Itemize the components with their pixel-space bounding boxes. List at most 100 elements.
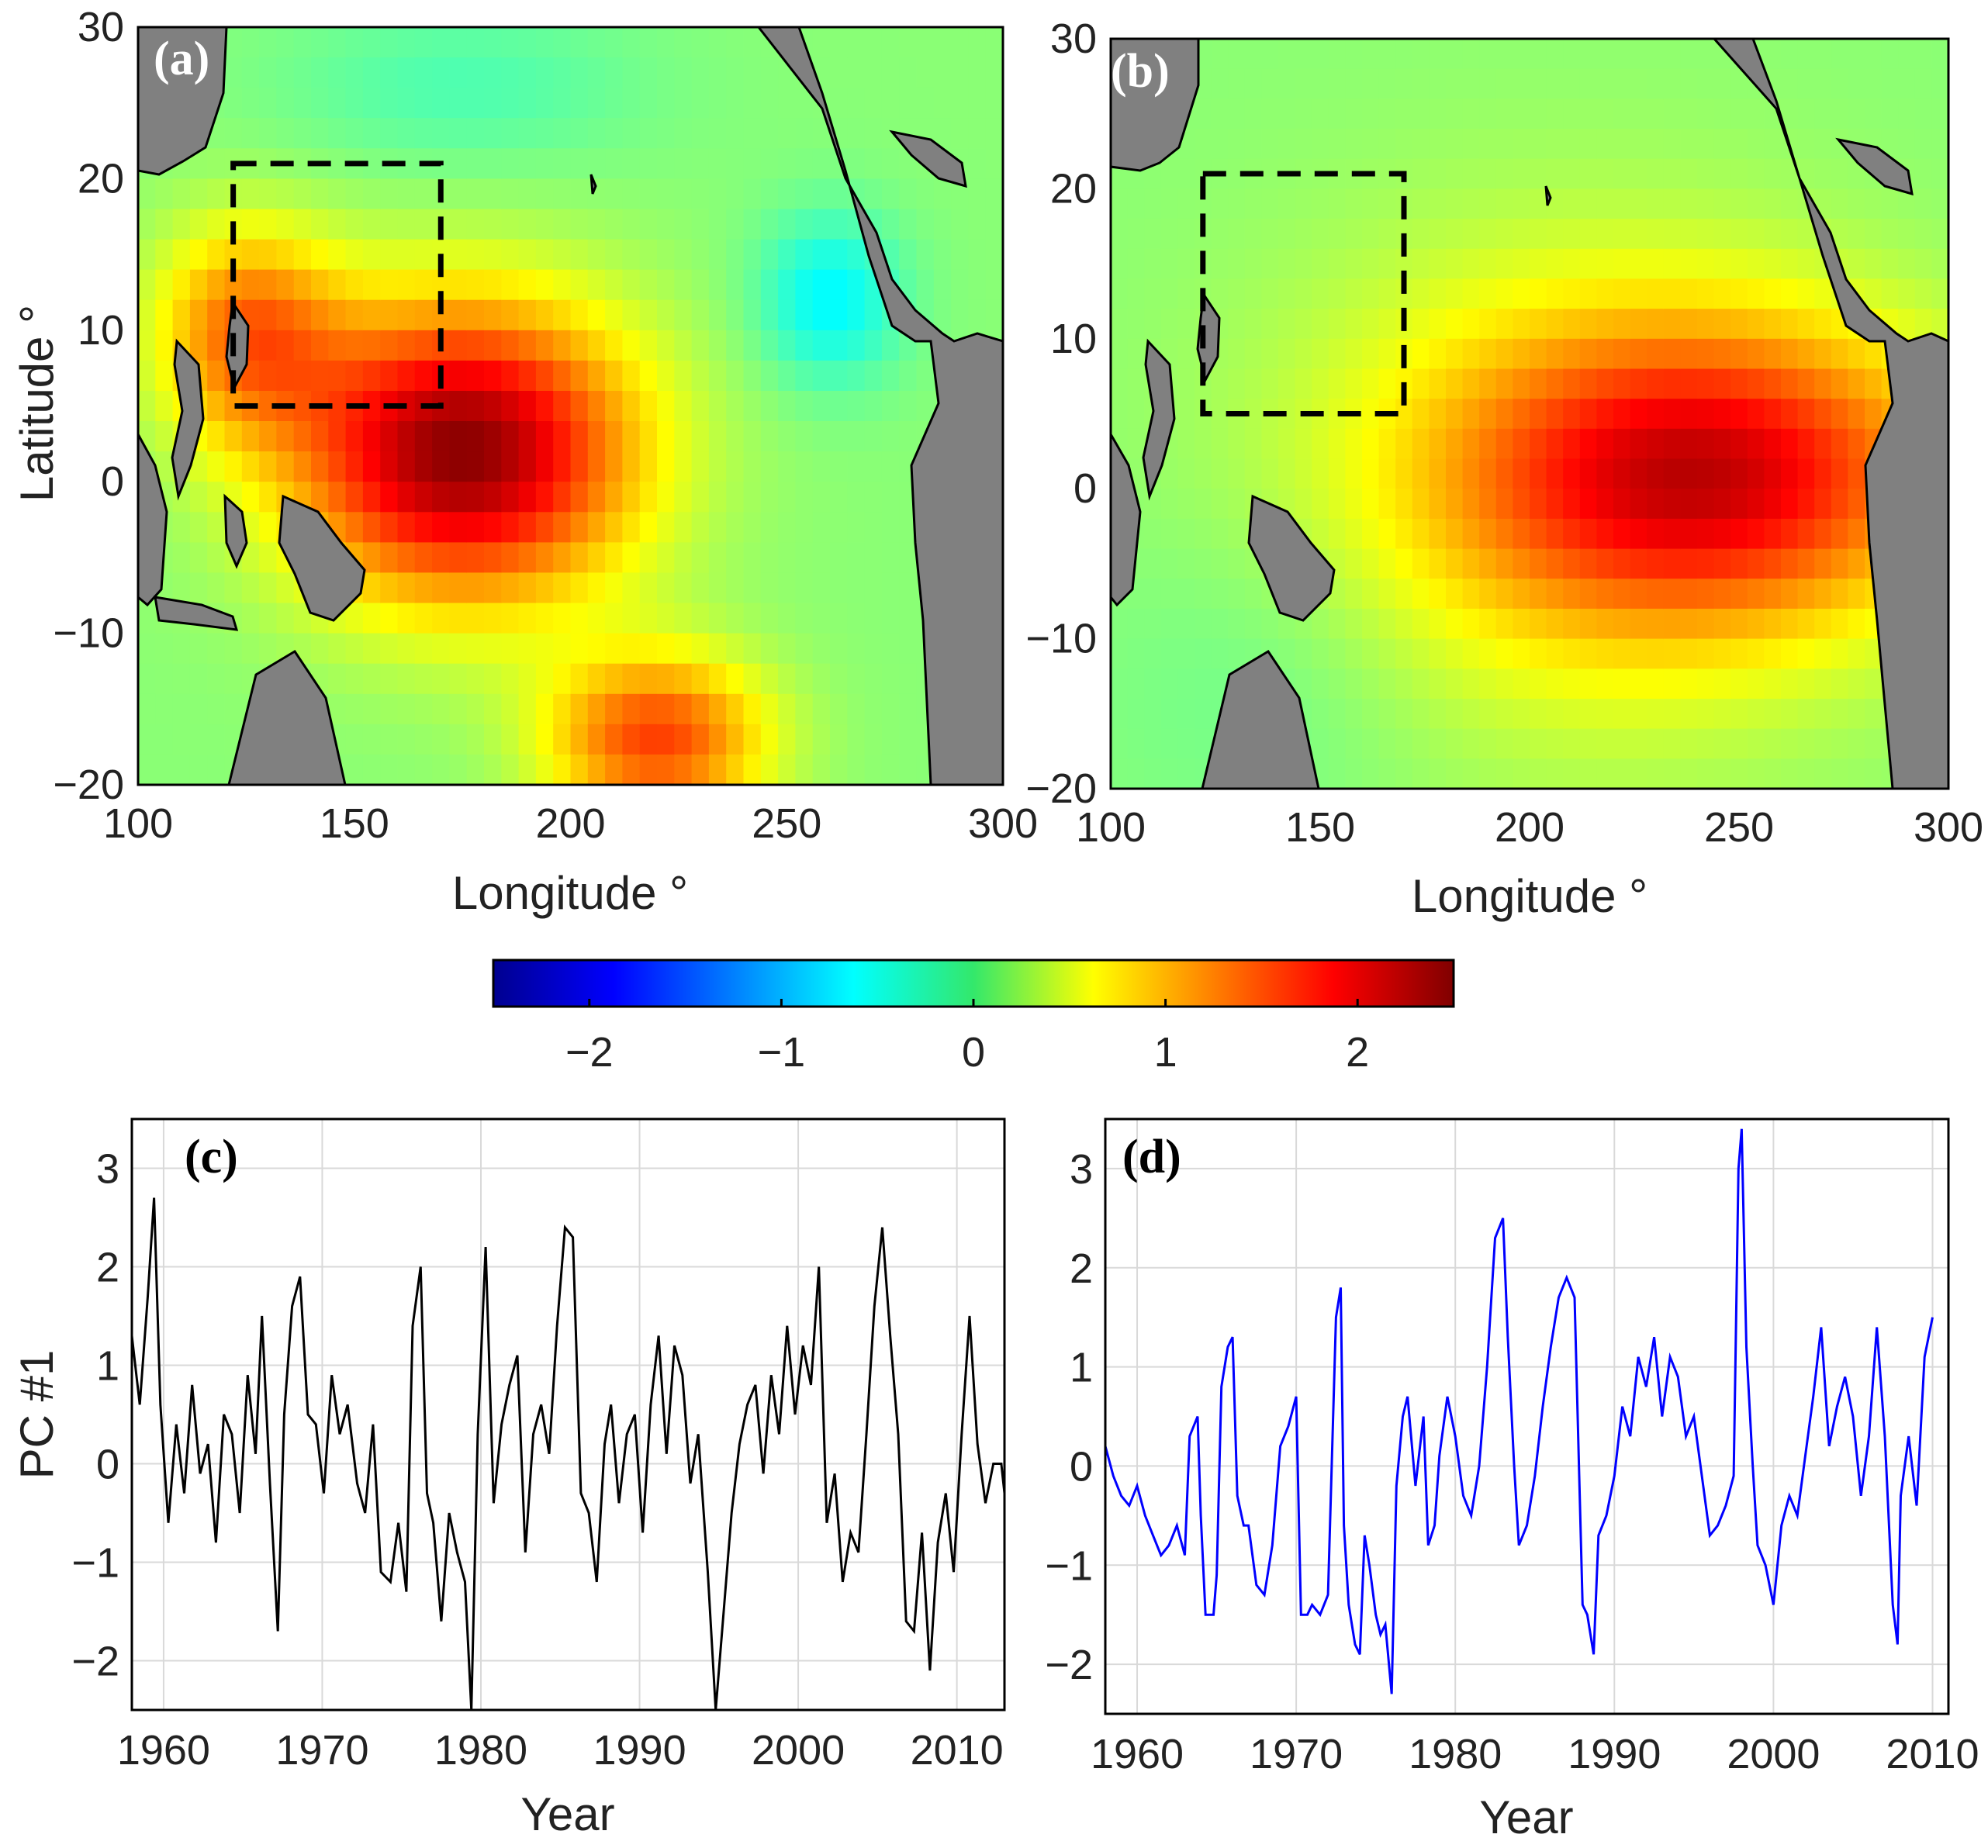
b-heat-cell (1462, 219, 1480, 250)
a-heat-cell (466, 178, 485, 210)
a-heat-cell (553, 451, 572, 482)
b-heat-cell (1295, 489, 1312, 520)
b-heat-cell (1764, 518, 1782, 550)
b-heat-cell (1579, 489, 1598, 520)
a-heat-cell (847, 603, 866, 634)
b-heat-cell (1697, 158, 1715, 190)
a-heat-cell (726, 421, 745, 452)
a-heat-cell (985, 27, 1004, 58)
a-heat-cell (778, 118, 797, 150)
b-heat-cell (1261, 309, 1279, 340)
a-heat-cell (380, 482, 399, 513)
b-heat-cell (1747, 368, 1765, 399)
b-heat-cell (1513, 338, 1530, 370)
b-heat-cell (1378, 338, 1396, 370)
a-heat-cell (189, 724, 208, 755)
b-heat-cell (1881, 219, 1899, 250)
a-heat-cell (224, 391, 243, 422)
a-heat-cell (968, 88, 987, 119)
a-heat-cell (778, 542, 797, 574)
a-heat-cell (501, 178, 520, 210)
b-heat-cell (1579, 338, 1598, 370)
a-heat-cell (328, 148, 347, 180)
a-heat-cell (639, 148, 658, 180)
b-heat-cell (1579, 129, 1598, 160)
b-heat-cell (1412, 608, 1430, 640)
b-heat-cell (1563, 489, 1581, 520)
c-xtick-label: 2010 (911, 1727, 1004, 1774)
b-heat-cell (1898, 129, 1916, 160)
a-heat-cell (172, 178, 191, 210)
b-heat-cell (1429, 489, 1447, 520)
a-heat-cell (726, 330, 745, 361)
b-heat-cell (1211, 68, 1229, 100)
b-heat-cell (1931, 278, 1949, 309)
b-heat-cell (1848, 98, 1865, 130)
a-heat-cell (362, 57, 381, 88)
a-heat-cell (570, 482, 589, 513)
a-heat-cell (708, 512, 727, 544)
a-heat-cell (726, 360, 745, 392)
b-heat-cell (1513, 68, 1530, 100)
a-heat-cell (760, 88, 779, 119)
b-heat-cell (1429, 188, 1447, 219)
b-heat-cell (1697, 428, 1715, 460)
b-heat-cell (1831, 219, 1849, 250)
a-heat-cell (432, 451, 451, 482)
b-heat-cell (1713, 129, 1731, 160)
a-heat-cell (795, 542, 814, 574)
b-heat-cell (1127, 728, 1145, 760)
b-heat-cell (1697, 579, 1715, 610)
b-heat-cell (1429, 608, 1447, 640)
b-heat-cell (1479, 579, 1497, 610)
a-heat-cell (622, 572, 641, 604)
a-heat-cell (449, 572, 468, 604)
a-heat-cell (657, 209, 676, 240)
b-heat-cell (1663, 428, 1682, 460)
b-heat-cell (1596, 158, 1614, 190)
b-heat-cell (1395, 248, 1413, 280)
b-heat-cell (1160, 728, 1179, 760)
a-heat-cell (864, 299, 883, 331)
a-heat-cell (864, 633, 883, 665)
b-heat-cell (1328, 638, 1347, 670)
b-heat-cell (1563, 68, 1581, 100)
b-heat-cell (1446, 278, 1464, 309)
a-heat-cell (380, 512, 399, 544)
b-heat-cell (1697, 548, 1715, 580)
b-heat-cell (1848, 758, 1865, 789)
b-heat-cell (1127, 758, 1145, 789)
b-heat-cell (1680, 309, 1698, 340)
b-heat-cell (1462, 638, 1480, 670)
a-heat-cell (760, 391, 779, 422)
a-heat-cell (484, 239, 503, 271)
a-heat-cell (241, 572, 260, 604)
a-heat-cell (501, 754, 520, 786)
b-heat-cell (1814, 39, 1832, 70)
map-a-ylabel: Latitude ° (11, 305, 63, 502)
b-heat-cell (1530, 39, 1547, 70)
b-heat-cell (1429, 428, 1447, 460)
b-heat-cell (1513, 309, 1530, 340)
a-heat-cell (414, 57, 433, 88)
b-heat-cell (1814, 158, 1832, 190)
b-heat-cell (1312, 309, 1329, 340)
b-heat-cell (1613, 129, 1631, 160)
a-heat-cell (830, 178, 849, 210)
b-heat-cell (1244, 579, 1263, 610)
b-heat-cell (1697, 699, 1715, 730)
b-heat-cell (1530, 518, 1547, 550)
b-heat-cell (1663, 278, 1682, 309)
b-heat-cell (1261, 158, 1279, 190)
b-heat-cell (1378, 188, 1396, 219)
a-heat-cell (622, 330, 641, 361)
b-heat-cell (1195, 608, 1212, 640)
b-heat-cell (1446, 368, 1464, 399)
a-heat-cell (293, 27, 312, 58)
b-heat-cell (1713, 728, 1731, 760)
b-heat-cell (1713, 188, 1731, 219)
b-heat-cell (1613, 278, 1631, 309)
b-heat-cell (1513, 129, 1530, 160)
a-heat-cell (414, 724, 433, 755)
a-heat-cell (708, 633, 727, 665)
